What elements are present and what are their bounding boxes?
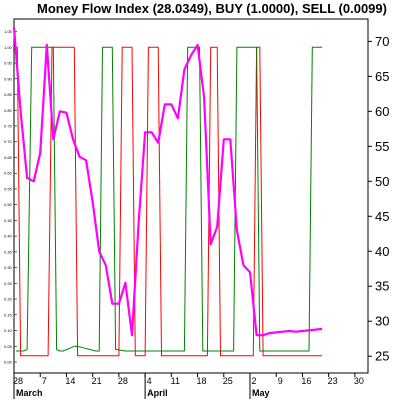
series-layer xyxy=(12,27,323,357)
x-tick-label: 30 xyxy=(354,376,364,386)
left-tick-label: 0.60 xyxy=(4,171,13,176)
left-tick-label: 0.80 xyxy=(4,108,13,113)
left-tick-label: 0.45 xyxy=(4,218,13,223)
plot-area xyxy=(13,18,369,374)
left-tick-label: 0.40 xyxy=(4,234,13,239)
right-tick-label: 30 xyxy=(375,314,389,329)
x-axis: 28 7 14 21 28 4 11 18 25 2 9 16 23 30 March April May xyxy=(13,373,364,399)
sell-series-line xyxy=(14,46,323,357)
left-tick-label: 0.75 xyxy=(4,123,13,128)
buy-series-line xyxy=(16,46,323,352)
right-axis: 25 30 35 40 45 50 55 60 65 70 xyxy=(368,34,389,364)
x-tick-label: 9 xyxy=(278,376,283,386)
x-tick-label: 28 xyxy=(118,376,128,386)
left-tick-label: 0.95 xyxy=(4,61,13,66)
right-tick-label: 60 xyxy=(375,104,389,119)
x-tick-label: 14 xyxy=(65,376,75,386)
chart-title: Money Flow Index (28.0349), BUY (1.0000)… xyxy=(37,1,387,16)
left-tick-label: 0.65 xyxy=(4,155,13,160)
right-tick-label: 45 xyxy=(375,209,389,224)
left-tick-label: 0.10 xyxy=(4,328,13,333)
x-tick-label: 21 xyxy=(92,376,102,386)
left-tick-label: 0.25 xyxy=(4,281,13,286)
right-tick-label: 70 xyxy=(375,34,389,49)
right-tick-label: 40 xyxy=(375,244,389,259)
left-tick-label: 0.20 xyxy=(4,297,13,302)
left-tick-label: 0.90 xyxy=(4,76,13,81)
left-tick-label: 0.55 xyxy=(4,186,13,191)
left-tick-label: 0.15 xyxy=(4,312,13,317)
month-label: March xyxy=(16,388,43,398)
right-tick-label: 25 xyxy=(375,349,389,364)
left-tick-label: 1.00 xyxy=(4,45,13,50)
left-tick-label: 0.00 xyxy=(4,359,13,364)
left-tick-label: 1.05 xyxy=(4,29,13,34)
left-tick-label: 0.85 xyxy=(4,92,13,97)
x-tick-label: 11 xyxy=(171,376,180,386)
x-tick-label: 7 xyxy=(42,376,47,386)
x-tick-label: 23 xyxy=(328,376,338,386)
right-tick-label: 55 xyxy=(375,139,389,154)
x-tick-label: 4 xyxy=(147,376,152,386)
x-tick-label: 25 xyxy=(223,376,233,386)
left-tick-label: 0.30 xyxy=(4,265,13,270)
left-tick-label: 0.50 xyxy=(4,202,13,207)
x-tick-label: 18 xyxy=(197,376,207,386)
left-tick-label: 0.05 xyxy=(4,344,13,349)
month-label: May xyxy=(252,388,270,398)
left-tick-label: 0.35 xyxy=(4,249,13,254)
x-tick-label: 28 xyxy=(13,376,23,386)
month-label: April xyxy=(147,388,168,398)
right-tick-label: 65 xyxy=(375,69,389,84)
left-tick-label: 0.70 xyxy=(4,139,13,144)
right-tick-label: 50 xyxy=(375,174,389,189)
x-tick-label: 2 xyxy=(251,376,256,386)
right-tick-label: 35 xyxy=(375,279,389,294)
x-tick-label: 16 xyxy=(301,376,311,386)
left-axis: 0.00 0.05 0.10 0.15 0.20 0.25 0.30 0.35 0.40 0.45… xyxy=(4,29,17,364)
mfi-series-line xyxy=(12,27,323,337)
